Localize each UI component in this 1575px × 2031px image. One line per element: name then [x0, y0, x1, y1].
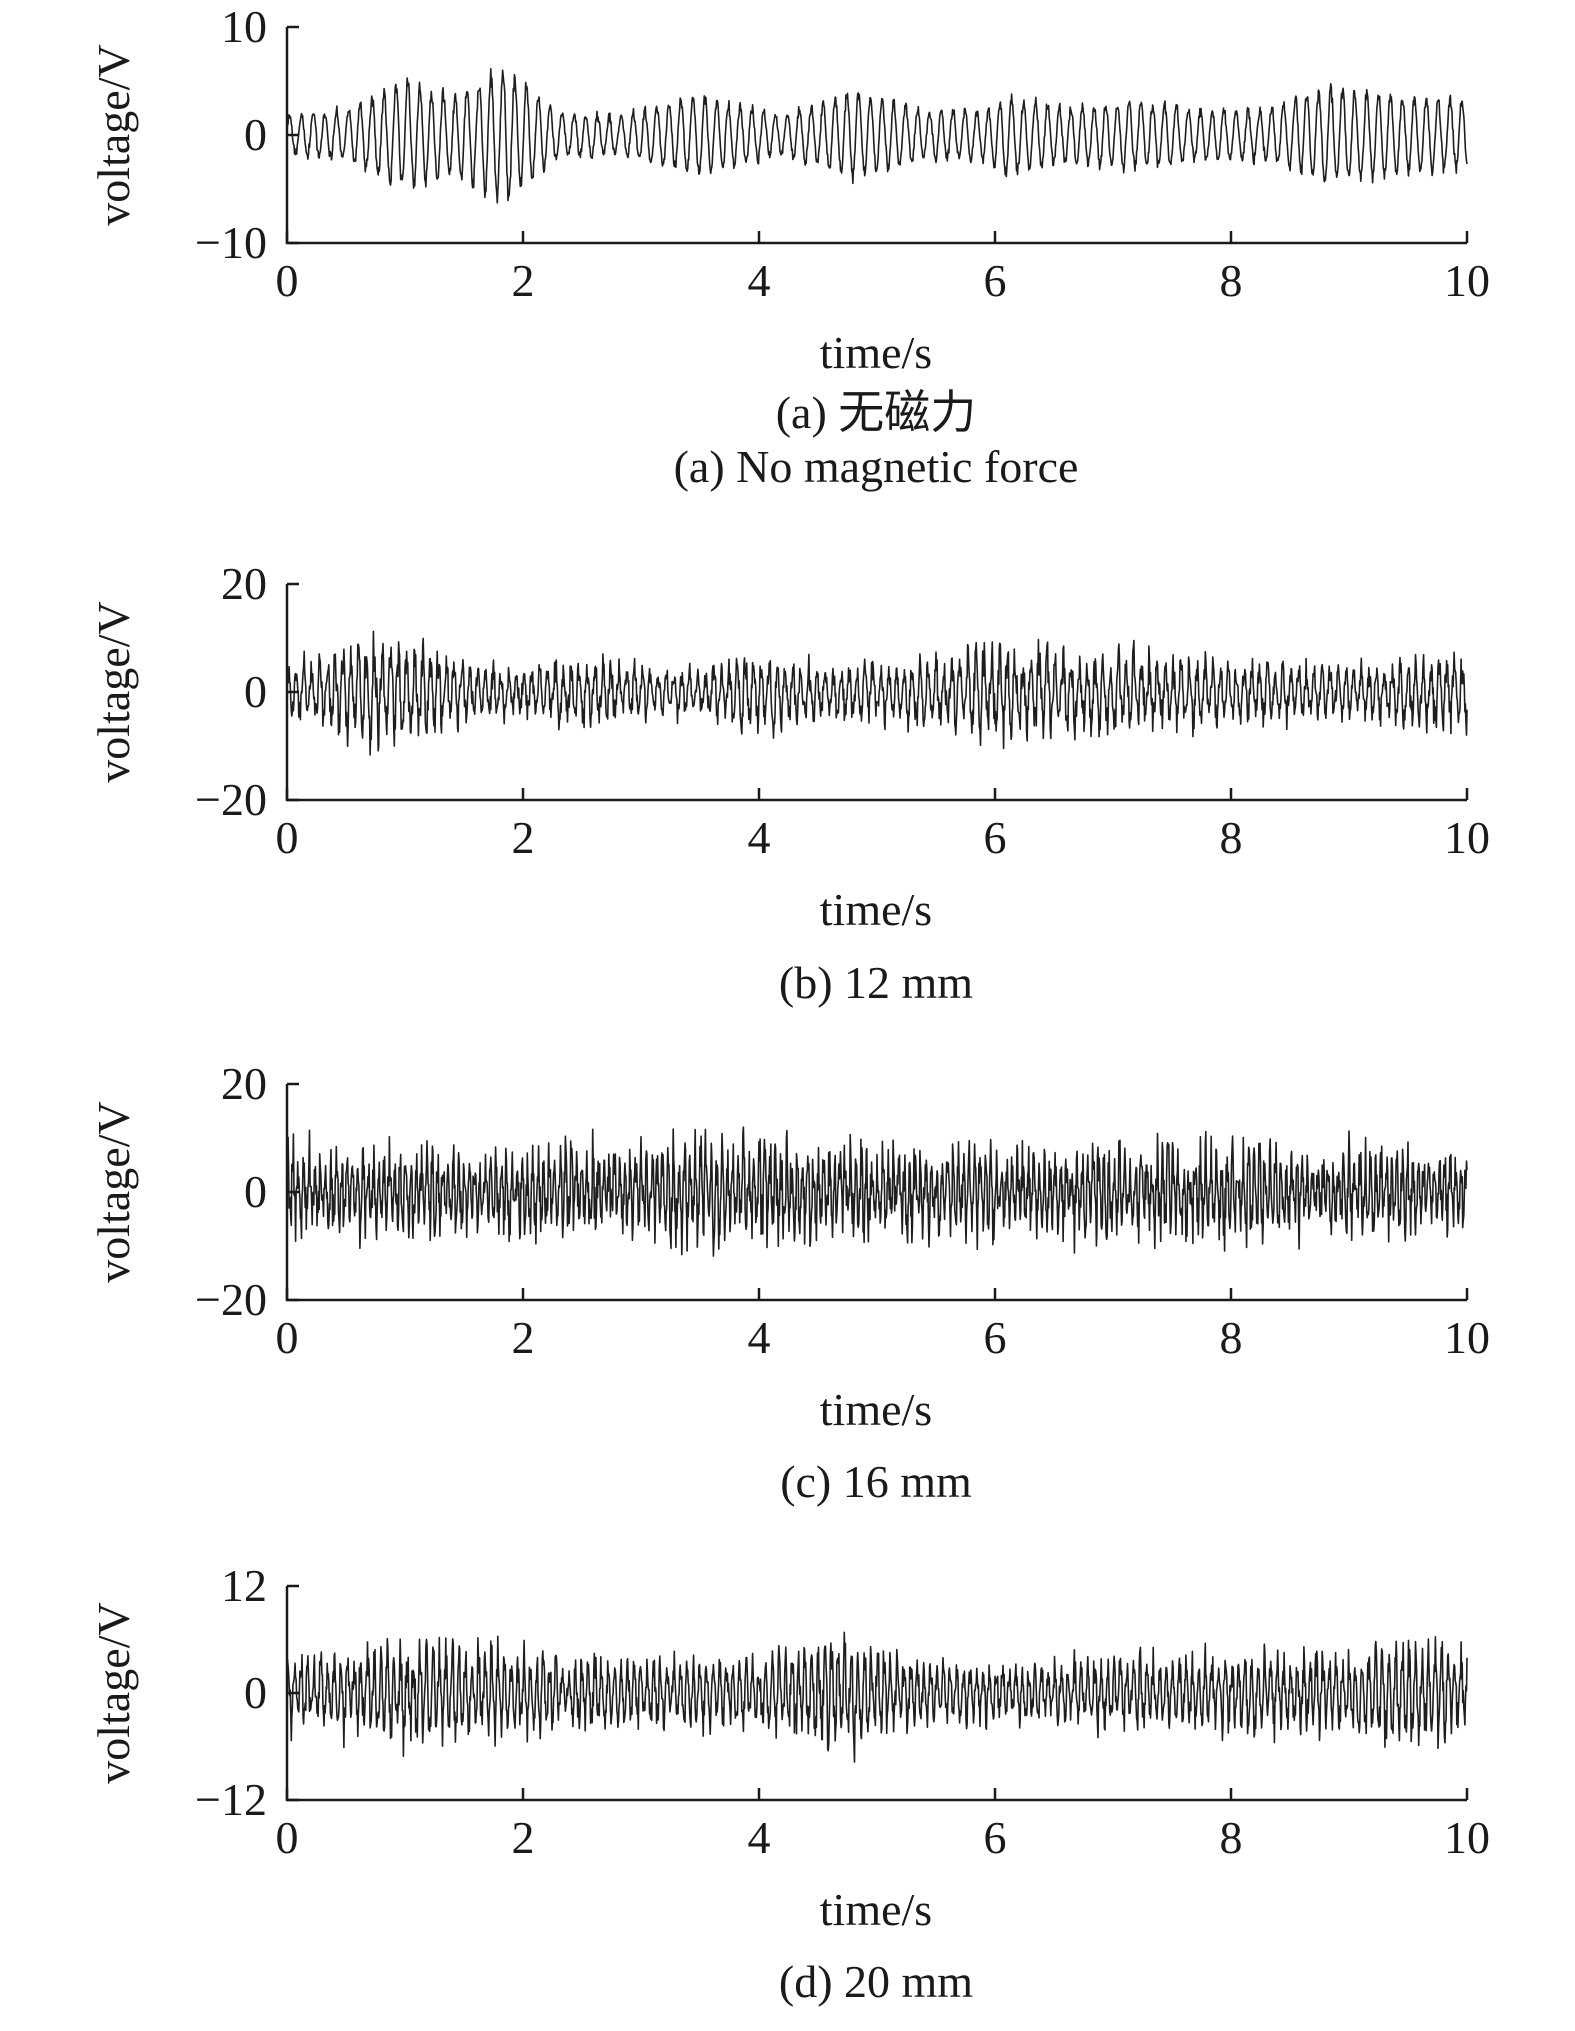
x-tick-label: 8 — [1220, 1812, 1243, 1863]
y-tick-label: 0 — [244, 1667, 267, 1718]
x-tick-label: 8 — [1220, 1312, 1243, 1363]
x-axis-label: time/s — [820, 884, 932, 935]
x-tick-label: 0 — [276, 1812, 299, 1863]
x-tick-label: 0 — [276, 1312, 299, 1363]
x-tick-label: 6 — [984, 1812, 1007, 1863]
panel-caption: (a) 无磁力 — [776, 387, 977, 438]
y-axis-label: voltage/V — [88, 44, 139, 225]
x-tick-label: 4 — [748, 1312, 771, 1363]
y-axis-label: voltage/V — [88, 1101, 139, 1282]
x-tick-label: 4 — [748, 1812, 771, 1863]
x-tick-label: 2 — [512, 812, 535, 863]
panel-caption: (a) No magnetic force — [674, 441, 1079, 492]
x-tick-label: 10 — [1444, 255, 1490, 306]
y-axis-label: voltage/V — [88, 1602, 139, 1783]
y-tick-label: 10 — [221, 1, 267, 52]
voltage-trace — [286, 1631, 1468, 1763]
x-tick-label: 0 — [276, 255, 299, 306]
panel-caption: (c) 16 mm — [780, 1456, 972, 1507]
y-axis-label: voltage/V — [88, 601, 139, 782]
x-tick-label: 10 — [1444, 812, 1490, 863]
x-tick-label: 2 — [512, 1812, 535, 1863]
y-tick-label: −20 — [195, 774, 267, 825]
x-tick-label: 4 — [748, 255, 771, 306]
x-tick-label: 2 — [512, 1312, 535, 1363]
y-tick-label: 20 — [221, 558, 267, 609]
voltage-trace — [286, 1126, 1468, 1257]
y-tick-label: −10 — [195, 217, 267, 268]
y-tick-label: 0 — [244, 666, 267, 717]
x-tick-label: 8 — [1220, 812, 1243, 863]
x-tick-label: 10 — [1444, 1812, 1490, 1863]
x-tick-label: 6 — [984, 1312, 1007, 1363]
x-tick-label: 6 — [984, 812, 1007, 863]
y-tick-label: 12 — [221, 1560, 267, 1611]
y-tick-label: −12 — [195, 1774, 267, 1825]
x-tick-label: 0 — [276, 812, 299, 863]
x-tick-label: 6 — [984, 255, 1007, 306]
y-tick-label: 20 — [221, 1058, 267, 1109]
voltage-trace — [286, 68, 1468, 204]
x-axis-label: time/s — [820, 327, 932, 378]
panel-caption: (d) 20 mm — [779, 1956, 973, 2007]
x-tick-label: 10 — [1444, 1312, 1490, 1363]
y-tick-label: 0 — [244, 1166, 267, 1217]
x-axis-label: time/s — [820, 1884, 932, 1935]
panel-caption: (b) 12 mm — [779, 957, 973, 1008]
x-tick-label: 4 — [748, 812, 771, 863]
x-tick-label: 2 — [512, 255, 535, 306]
voltage-trace — [286, 630, 1468, 756]
y-tick-label: 0 — [244, 109, 267, 160]
y-tick-label: −20 — [195, 1274, 267, 1325]
x-tick-label: 8 — [1220, 255, 1243, 306]
x-axis-label: time/s — [820, 1384, 932, 1435]
